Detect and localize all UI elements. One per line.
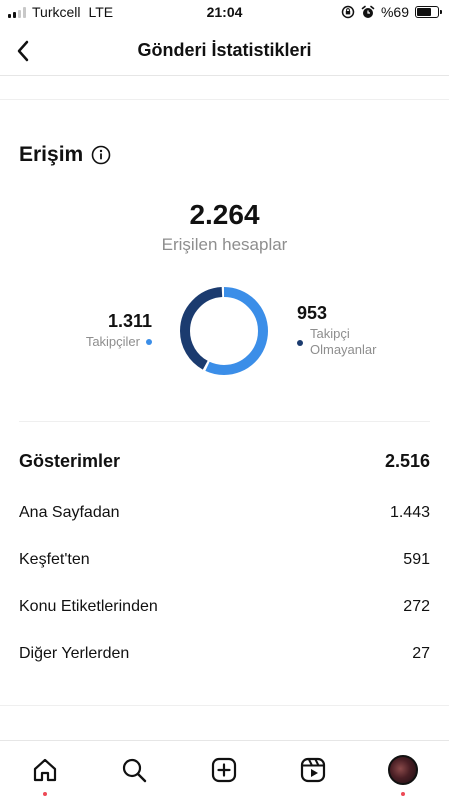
section-divider bbox=[0, 99, 449, 100]
profile-avatar bbox=[388, 755, 418, 785]
impressions-title: Gösterimler bbox=[19, 451, 121, 471]
info-icon[interactable] bbox=[91, 145, 111, 165]
followers-value: 1.311 bbox=[107, 311, 152, 331]
non-followers-stat: 953 Takipçi Olmayanlar bbox=[297, 303, 376, 358]
followers-legend-dot bbox=[146, 338, 152, 345]
non-followers-value: 953 bbox=[297, 303, 328, 323]
reach-section-title: Erişim bbox=[19, 143, 111, 167]
back-button[interactable] bbox=[8, 36, 38, 66]
impressions-total: 2.516 bbox=[384, 451, 430, 471]
impression-source-label: Konu Etiketlerinden bbox=[19, 598, 158, 615]
impression-source-label: Ana Sayfadan bbox=[19, 504, 120, 521]
impression-row: Ana Sayfadan 1.443 bbox=[19, 504, 430, 522]
nav-reels[interactable] bbox=[298, 755, 328, 785]
non-followers-legend-dot bbox=[297, 340, 303, 346]
carrier-name: Turkcell bbox=[32, 4, 81, 20]
alarm-icon bbox=[361, 5, 375, 19]
header: Gönderi İstatistikleri bbox=[0, 26, 449, 76]
reach-title: Erişim bbox=[19, 143, 84, 166]
reach-total: 2.264 bbox=[189, 199, 260, 230]
home-icon bbox=[33, 758, 57, 782]
reels-icon bbox=[300, 757, 326, 783]
reach-total-label: Erişilen hesaplar bbox=[161, 235, 288, 254]
impression-source-value: 272 bbox=[403, 598, 430, 615]
nav-create[interactable] bbox=[209, 755, 239, 785]
followers-stat: 1.311 Takipçiler bbox=[86, 311, 152, 349]
impression-source-label: Keşfet'ten bbox=[19, 551, 90, 568]
nav-profile[interactable] bbox=[388, 755, 418, 785]
create-post-icon bbox=[211, 757, 237, 783]
impression-source-value: 591 bbox=[403, 551, 430, 568]
battery-icon bbox=[415, 6, 442, 18]
nav-search[interactable] bbox=[119, 755, 149, 785]
donut-slice-takipçiler bbox=[180, 287, 268, 375]
rotation-lock-icon bbox=[341, 5, 355, 19]
non-followers-label-line2: Olmayanlar bbox=[310, 342, 377, 357]
chevron-left-icon bbox=[17, 40, 29, 62]
page-title: Gönderi İstatistikleri bbox=[137, 40, 312, 60]
non-followers-label-line1: Takipçi bbox=[310, 326, 350, 341]
followers-label: Takipçiler bbox=[85, 334, 140, 349]
impression-row: Keşfet'ten 591 bbox=[19, 551, 430, 569]
search-icon bbox=[122, 758, 147, 783]
notification-dot bbox=[43, 792, 47, 796]
impressions-header: Gösterimler 2.516 bbox=[19, 451, 430, 472]
bottom-navigation bbox=[0, 740, 449, 800]
battery-percent: %69 bbox=[380, 4, 409, 20]
impression-source-label: Diğer Yerlerden bbox=[19, 645, 130, 662]
status-bar: Turkcell LTE 21:04 %69 bbox=[0, 0, 449, 26]
impression-row: Konu Etiketlerinden 272 bbox=[19, 598, 430, 616]
nav-home[interactable] bbox=[30, 755, 60, 785]
status-time: 21:04 bbox=[206, 4, 243, 20]
divider bbox=[19, 421, 430, 422]
impression-source-value: 27 bbox=[412, 645, 430, 662]
donut-slice-takipçi-olmayanlar bbox=[180, 287, 268, 375]
network-type: LTE bbox=[88, 4, 114, 20]
signal-icon bbox=[8, 6, 26, 18]
impression-row: Diğer Yerlerden 27 bbox=[19, 645, 430, 663]
section-divider bbox=[0, 705, 449, 706]
reach-donut-chart bbox=[180, 287, 268, 375]
notification-dot bbox=[401, 792, 405, 796]
impression-source-value: 1.443 bbox=[389, 504, 430, 521]
